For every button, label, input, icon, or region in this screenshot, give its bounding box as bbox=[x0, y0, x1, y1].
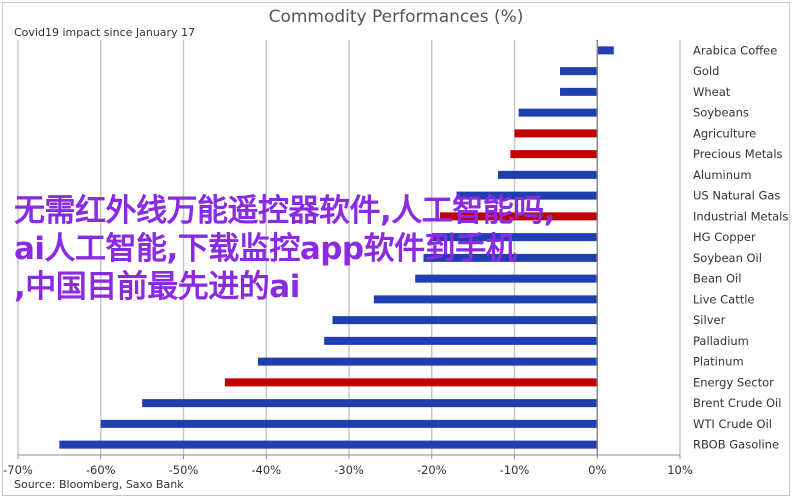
category-label: Arabica Coffee bbox=[693, 43, 777, 57]
bar bbox=[597, 46, 614, 55]
category-label: Industrial Metals bbox=[693, 209, 788, 223]
bar bbox=[224, 378, 598, 387]
x-tick-label: -20% bbox=[417, 463, 447, 477]
category-label: Silver bbox=[693, 313, 726, 327]
chart-subtitle: Covid19 impact since January 17 bbox=[14, 26, 195, 39]
chart-title: Commodity Performances (%) bbox=[269, 7, 524, 27]
x-tick-label: -30% bbox=[334, 463, 364, 477]
bar bbox=[518, 108, 598, 117]
x-tick-label: -70% bbox=[3, 463, 33, 477]
bar bbox=[415, 274, 598, 283]
bar bbox=[560, 67, 598, 76]
bar bbox=[423, 253, 598, 262]
bars bbox=[59, 46, 614, 449]
category-label: Agriculture bbox=[693, 126, 756, 140]
bar bbox=[373, 295, 598, 304]
bar bbox=[510, 150, 598, 159]
x-tick-label: 10% bbox=[667, 463, 693, 477]
overlay-line-2: ai人工智能,下载监控app软件到手机 bbox=[14, 231, 517, 267]
bar bbox=[560, 87, 598, 96]
category-label: Aluminum bbox=[693, 168, 752, 182]
bar bbox=[514, 129, 598, 138]
category-label: RBOB Gasoline bbox=[693, 438, 779, 452]
category-label: Gold bbox=[693, 64, 719, 78]
category-label: HG Copper bbox=[693, 230, 756, 244]
overlay-line-3: ,中国目前最先进的ai bbox=[14, 269, 300, 305]
overlay-line-1: 无需红外线万能遥控器软件,人工智能吗, bbox=[14, 193, 556, 229]
category-label: Soybean Oil bbox=[693, 251, 762, 265]
category-label: Precious Metals bbox=[693, 147, 783, 161]
category-label: Wheat bbox=[693, 85, 731, 99]
bar bbox=[497, 170, 598, 179]
x-tick-label: -40% bbox=[251, 463, 281, 477]
x-tick-label: -60% bbox=[86, 463, 116, 477]
category-label: Soybeans bbox=[693, 106, 749, 120]
bar bbox=[456, 191, 598, 200]
category-label: Live Cattle bbox=[693, 292, 755, 306]
category-label: WTI Crude Oil bbox=[693, 417, 772, 431]
x-tick-labels: -70% -60% -50% -40% -30% -20% -10% 0% 10% bbox=[3, 463, 693, 477]
overlay-caption: 无需红外线万能遥控器软件,人工智能吗, ai人工智能,下载监控app软件到手机 … bbox=[14, 192, 714, 306]
category-labels: Arabica Coffee Gold Wheat Soybeans Agricultu… bbox=[693, 43, 788, 451]
category-label: Platinum bbox=[693, 355, 744, 369]
bar bbox=[59, 440, 598, 449]
bar bbox=[100, 419, 598, 428]
bar bbox=[431, 233, 598, 242]
category-label: US Natural Gas bbox=[693, 189, 780, 203]
bar bbox=[257, 357, 598, 366]
category-label: Bean Oil bbox=[693, 272, 741, 286]
x-tick-label: -50% bbox=[169, 463, 199, 477]
x-tick-label: 0% bbox=[588, 463, 606, 477]
x-axis bbox=[17, 40, 681, 459]
bar bbox=[324, 336, 598, 345]
category-label: Energy Sector bbox=[693, 375, 774, 389]
bar bbox=[142, 399, 598, 408]
bar bbox=[440, 212, 598, 221]
category-label: Palladium bbox=[693, 334, 749, 348]
bar bbox=[332, 316, 598, 325]
chart-source: Source: Bloomberg, Saxo Bank bbox=[14, 478, 184, 491]
x-tick-label: -10% bbox=[500, 463, 530, 477]
category-label: Brent Crude Oil bbox=[693, 396, 781, 410]
